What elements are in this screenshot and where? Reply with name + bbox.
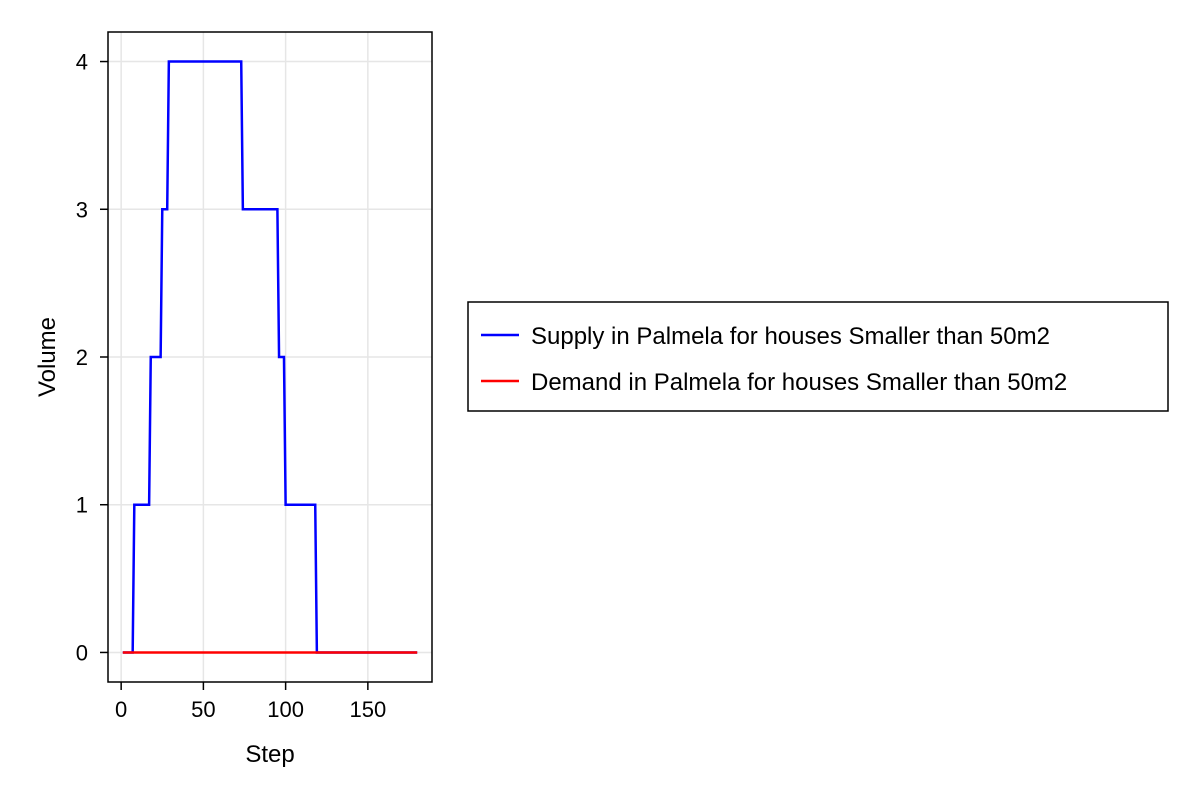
ticks-layer: 0 50 100 150 0 1 2 3 4: [76, 50, 386, 722]
x-tick-label: 100: [267, 697, 304, 722]
series-line-supply: [122, 60, 418, 654]
legend-box: [467, 301, 1169, 412]
x-axis-title: Step: [245, 741, 294, 768]
y-tick-label: 4: [76, 50, 88, 75]
y-axis-title: Volume: [34, 317, 61, 397]
legend-label-demand: Demand in Palmela for houses Smaller tha…: [531, 369, 1067, 396]
series-layer: [122, 60, 418, 654]
y-tick-label: 2: [76, 345, 88, 370]
y-tick-label: 3: [76, 197, 88, 222]
legend: Supply in Palmela for houses Smaller tha…: [467, 301, 1169, 412]
x-tick-label: 0: [115, 697, 127, 722]
x-tick-label: 150: [349, 697, 386, 722]
y-tick-label: 1: [76, 493, 88, 518]
x-tick-label: 50: [191, 697, 215, 722]
y-tick-label: 0: [76, 640, 88, 665]
legend-label-supply: Supply in Palmela for houses Smaller tha…: [531, 323, 1050, 350]
